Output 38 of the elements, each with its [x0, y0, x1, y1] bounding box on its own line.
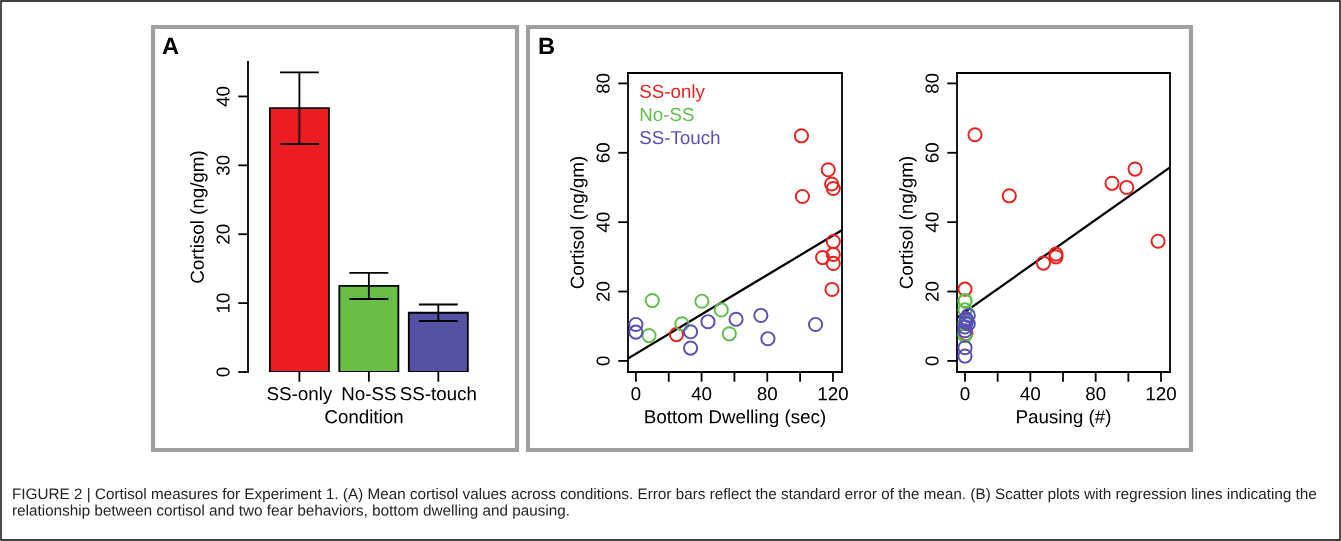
y-tick-label: 60	[596, 143, 610, 163]
x-axis-title: Pausing (#)	[1017, 409, 1111, 428]
x-tick-label: SS-only	[267, 386, 333, 405]
y-tick-label: 40	[216, 86, 230, 107]
x-tick-label: No-SS	[342, 387, 396, 401]
y-tick-label: 40	[925, 212, 939, 233]
y-tick-label: 80	[596, 73, 610, 94]
x-tick-label: 40	[1020, 387, 1041, 401]
x-tick-label: 0	[631, 387, 641, 401]
y-tick-label: 40	[596, 212, 610, 233]
text: SS-only	[640, 84, 705, 102]
y-tick-label: 20	[925, 281, 939, 302]
text: SS-Touch	[640, 130, 720, 145]
y-tick-label: 10	[216, 293, 230, 313]
x-tick-label: 120	[1146, 387, 1176, 401]
x-axis-title: Bottom Dwelling (sec)	[645, 409, 826, 428]
text: No-SS	[640, 107, 694, 122]
x-tick-label: 0	[960, 387, 970, 401]
y-tick-label: 0	[925, 356, 939, 366]
x-tick-label: SS-touch	[400, 386, 476, 401]
chart-title: A	[162, 37, 179, 55]
y-tick-label: 80	[925, 73, 939, 94]
y-tick-label: 60	[925, 143, 939, 163]
y-tick-label: 0	[216, 367, 230, 377]
y-axis-title: Cortisol (ng/gm)	[190, 151, 208, 283]
x-tick-label: 120	[818, 387, 848, 401]
caption: FIGURE 2 | Cortisol measures for Experiment 1. (A) Mean cortisol values across conditions. Error bars reflect the standard error of the mean. (B) Scatter plots with regression lines indicating the relationship between cortisol and two fear behaviors, bottom dwelling and pausing.	[13, 488, 1317, 519]
y-tick-label: 30	[216, 155, 230, 176]
y-axis-title: Cortisol (ng/gm)	[899, 156, 917, 289]
x-tick-label: 40	[691, 387, 712, 401]
y-tick-label: 20	[596, 281, 610, 302]
y-tick-label: 20	[216, 224, 230, 244]
chart-title: B	[539, 37, 554, 55]
x-tick-label: 80	[757, 387, 777, 401]
y-axis-title: Cortisol (ng/gm)	[570, 156, 588, 289]
x-axis-title: Condition	[325, 409, 403, 424]
y-tick-label: 0	[596, 356, 610, 366]
x-tick-label: 80	[1086, 387, 1106, 401]
